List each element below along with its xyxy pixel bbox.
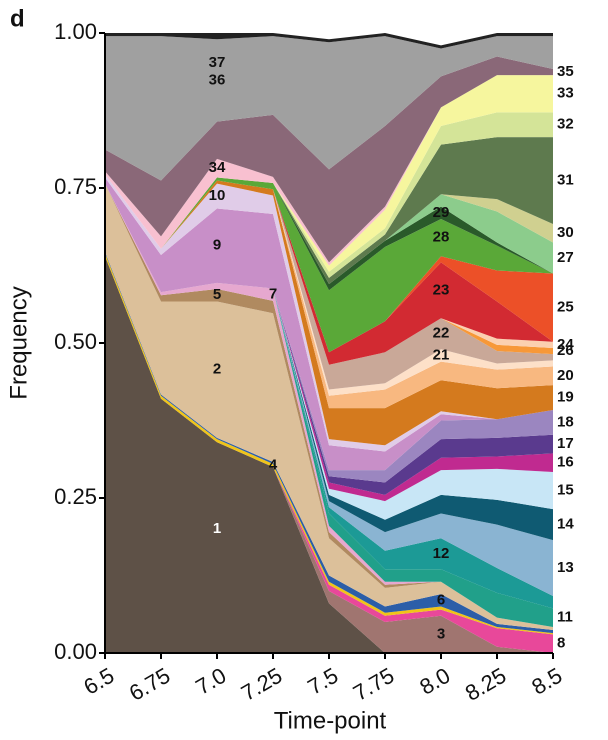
series-label: 1 bbox=[213, 520, 221, 537]
area bbox=[105, 174, 553, 353]
y-tick-label: 0.75 bbox=[54, 174, 97, 199]
series-label: 35 bbox=[557, 63, 574, 80]
series-label: 20 bbox=[557, 367, 574, 384]
series-label: 11 bbox=[557, 609, 573, 626]
x-tick-label: 8.0 bbox=[415, 663, 454, 700]
series-label: 30 bbox=[557, 224, 574, 241]
x-tick-label: 7.75 bbox=[349, 663, 399, 706]
area bbox=[105, 183, 553, 627]
area bbox=[105, 174, 553, 390]
series-label: 33 bbox=[557, 85, 574, 102]
series-label: 28 bbox=[433, 229, 450, 246]
area bbox=[105, 33, 553, 49]
series-label: 7 bbox=[269, 286, 277, 303]
series-label: 29 bbox=[433, 204, 450, 221]
series-label: 26 bbox=[557, 342, 574, 359]
area bbox=[105, 56, 553, 263]
series-label: 23 bbox=[433, 281, 450, 298]
area bbox=[105, 137, 553, 285]
series-label: 36 bbox=[209, 71, 226, 88]
area bbox=[105, 183, 553, 596]
series-label: 25 bbox=[557, 299, 574, 316]
area bbox=[105, 177, 553, 471]
x-tick-label: 8.25 bbox=[461, 663, 511, 706]
series-label: 4 bbox=[269, 456, 278, 473]
area bbox=[105, 174, 553, 365]
series-label: 27 bbox=[557, 249, 574, 266]
y-tick-label: 1.00 bbox=[54, 19, 97, 44]
area bbox=[105, 183, 553, 502]
series-label: 37 bbox=[209, 54, 226, 71]
area bbox=[105, 256, 553, 653]
series-label: 14 bbox=[557, 516, 574, 533]
series-label: 18 bbox=[557, 413, 574, 430]
x-axis-label: Time-point bbox=[274, 707, 387, 734]
series-label: 24 bbox=[557, 336, 574, 353]
series-label: 19 bbox=[557, 389, 574, 406]
x-tick-label: 7.0 bbox=[191, 663, 230, 700]
x-tick-label: 7.5 bbox=[303, 663, 342, 700]
area bbox=[105, 75, 553, 272]
series-label: 15 bbox=[557, 482, 574, 499]
area bbox=[105, 183, 553, 541]
series-label: 8 bbox=[557, 635, 565, 652]
series-label: 10 bbox=[209, 187, 226, 204]
series-label: 32 bbox=[557, 116, 574, 133]
series-label: 6 bbox=[437, 591, 445, 608]
series-label: 2 bbox=[213, 361, 221, 378]
y-tick-label: 0.25 bbox=[54, 484, 97, 509]
y-tick-label: 0.50 bbox=[54, 329, 97, 354]
panel-label: d bbox=[10, 5, 25, 32]
area bbox=[105, 174, 553, 285]
series-label: 22 bbox=[433, 325, 450, 342]
y-axis-label: Frequency bbox=[5, 286, 32, 399]
x-tick-label: 8.5 bbox=[527, 663, 566, 700]
x-tick-label: 6.5 bbox=[79, 663, 118, 700]
series-label: 12 bbox=[433, 545, 450, 562]
series-label: 34 bbox=[209, 159, 226, 176]
series-label: 5 bbox=[213, 286, 221, 303]
series-label: 3 bbox=[437, 625, 445, 642]
series-label: 17 bbox=[557, 435, 574, 452]
area bbox=[105, 36, 553, 181]
area bbox=[105, 112, 553, 278]
y-tick-label: 0.00 bbox=[54, 639, 97, 664]
series-label: 21 bbox=[433, 346, 450, 363]
series-label: 16 bbox=[557, 454, 574, 471]
area bbox=[105, 183, 553, 520]
x-tick-label: 6.75 bbox=[125, 663, 175, 706]
series-label: 9 bbox=[213, 237, 221, 254]
series-label: 31 bbox=[557, 172, 574, 189]
series-label: 13 bbox=[557, 559, 574, 576]
x-tick-label: 7.25 bbox=[237, 663, 287, 706]
area bbox=[105, 174, 553, 353]
area bbox=[105, 174, 553, 365]
area bbox=[105, 174, 553, 409]
area bbox=[105, 183, 553, 631]
